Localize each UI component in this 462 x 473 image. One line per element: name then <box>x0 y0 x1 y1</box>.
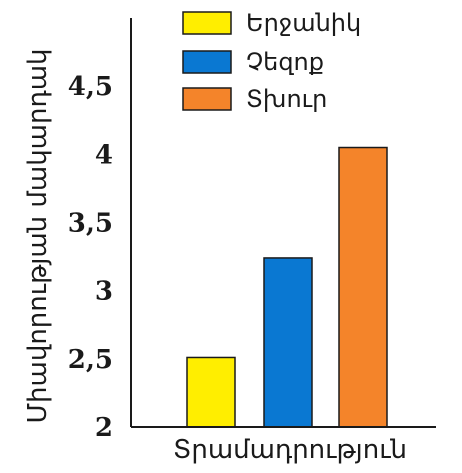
bars <box>186 146 388 428</box>
legend-item-1: Երջանիկ <box>182 9 361 37</box>
y-tick-labels: 2 2,5 3 3,5 4 4,5 <box>68 72 113 443</box>
y-tick-label: 3 <box>95 277 113 307</box>
y-tick-label: 2,5 <box>68 345 113 375</box>
y-tick-label: 4 <box>95 140 113 170</box>
legend-label-3: Տխուր <box>246 85 327 113</box>
bar-2 <box>263 257 313 428</box>
legend-swatch-1 <box>182 11 232 35</box>
legend-swatch-3 <box>182 87 232 111</box>
bar-1 <box>186 356 236 428</box>
bar-3 <box>338 146 388 428</box>
y-tick-label: 3,5 <box>68 209 113 239</box>
y-tick-label: 2 <box>95 413 113 443</box>
legend-label-2: Չեզոք <box>246 48 324 76</box>
x-axis-label: Տրամադրություն <box>173 435 407 465</box>
legend-label-1: Երջանիկ <box>246 9 361 37</box>
y-tick-label: 4,5 <box>68 72 113 102</box>
y-axis-label: Միավորության մակարդակ <box>23 48 53 423</box>
legend: Երջանիկ Չեզոք Տխուր <box>182 9 361 113</box>
legend-swatch-2 <box>182 50 232 74</box>
legend-item-3: Տխուր <box>182 85 327 113</box>
legend-item-2: Չեզոք <box>182 48 324 76</box>
